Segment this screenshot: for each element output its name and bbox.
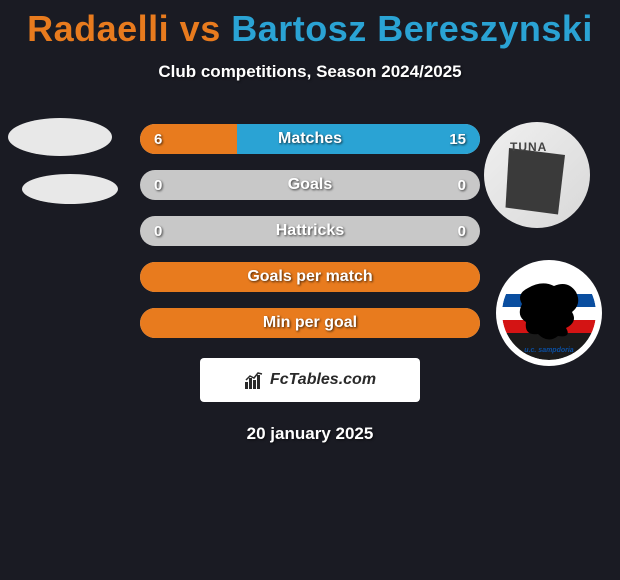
stat-value-left: 0 — [154, 216, 162, 246]
stat-value-right: 15 — [449, 124, 466, 154]
stats-area: Matches615Goals00Hattricks00Goals per ma… — [0, 124, 620, 338]
stat-label: Goals per match — [140, 262, 480, 292]
fctables-icon — [244, 370, 264, 390]
subtitle: Club competitions, Season 2024/2025 — [0, 62, 620, 82]
stat-label: Goals — [140, 170, 480, 200]
stat-row: Hattricks0 0 — [140, 216, 480, 246]
stat-value-right: 0 — [458, 216, 466, 246]
date: 20 january 2025 — [0, 424, 620, 444]
stat-value-right: 0 — [458, 170, 466, 200]
player2-name: Bartosz Bereszynski — [231, 8, 593, 49]
stat-label: Hattricks — [140, 216, 480, 246]
stat-label: Matches — [140, 124, 480, 154]
stat-row: Matches6 15 — [140, 124, 480, 154]
stat-value-left: 0 — [154, 170, 162, 200]
page-title: Radaelli vs Bartosz Bereszynski — [0, 0, 620, 50]
stat-value-left: 6 — [154, 124, 162, 154]
fctables-label: FcTables.com — [270, 371, 376, 389]
player1-name: Radaelli — [27, 8, 169, 49]
stat-row: Min per goal — [140, 308, 480, 338]
stat-row: Goals per match — [140, 262, 480, 292]
stat-row: Goals0 0 — [140, 170, 480, 200]
club-badge-text: u.c. sampdoria — [524, 347, 574, 354]
fctables-attribution: FcTables.com — [200, 358, 420, 402]
vs-separator: vs — [169, 8, 231, 49]
stat-label: Min per goal — [140, 308, 480, 338]
